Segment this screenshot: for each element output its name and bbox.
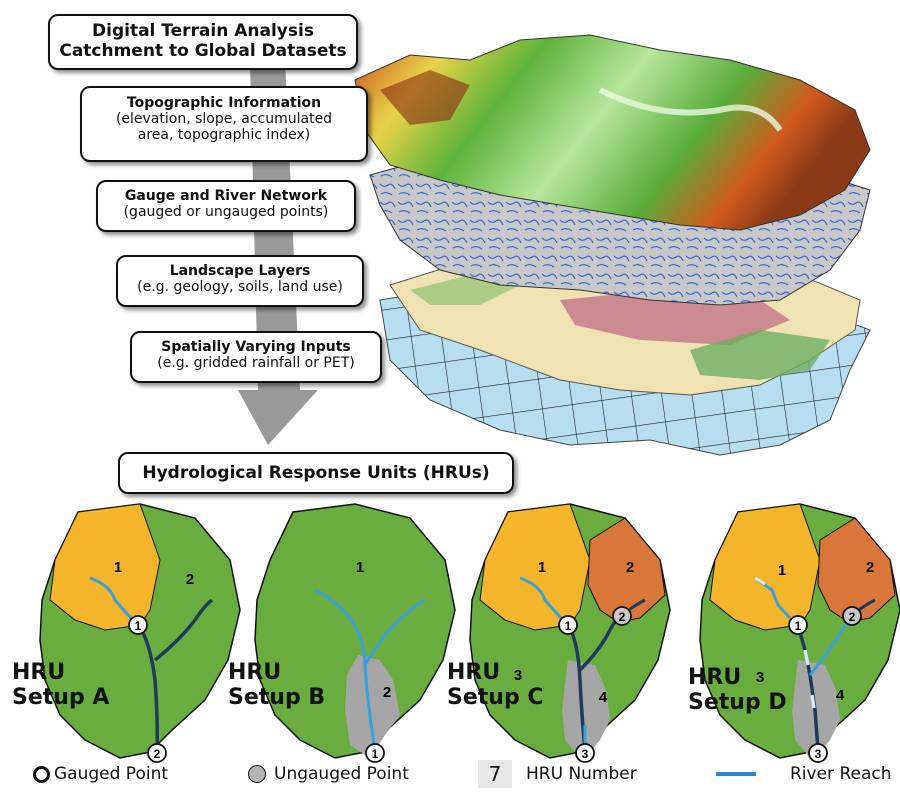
gauged-point <box>558 615 578 635</box>
hru-number: 1 <box>778 562 786 579</box>
river-reach-icon <box>716 772 756 776</box>
setup-label-b: HRU Setup B <box>228 660 325 710</box>
layer-box-spatial-inputs: Spatially Varying Inputs (e.g. gridded r… <box>130 331 382 383</box>
hru-number: 2 <box>186 571 194 588</box>
hru-number: 2 <box>626 559 634 576</box>
hru-number: 2 <box>866 559 874 576</box>
legend-gauged-label: Gauged Point <box>54 764 169 784</box>
setup-d-catchment: 1 2 3 1 2 3 4 <box>699 503 900 763</box>
hru-number: 4 <box>599 689 608 706</box>
legend-hru-number: 7 HRU Number <box>478 760 637 788</box>
setup-a-catchment: 1 2 1 2 <box>39 503 241 763</box>
hru-number: 1 <box>538 559 546 576</box>
header-box: Digital Terrain Analysis Catchment to Gl… <box>48 14 358 70</box>
layer-title: Spatially Varying Inputs <box>161 339 351 355</box>
setup-label-c: HRU Setup C <box>447 660 544 710</box>
hru-number: 4 <box>836 687 845 704</box>
hru-number: 3 <box>514 667 522 684</box>
ungauged-point <box>612 606 632 626</box>
layer-box-gauge-river: Gauge and River Network (gauged or ungau… <box>96 180 356 232</box>
setup-line1: HRU <box>447 660 501 685</box>
point-number: 2 <box>849 610 856 624</box>
gauged-point <box>128 615 148 635</box>
setup-line1: HRU <box>688 665 742 690</box>
hru-title: Hydrological Response Units (HRUs) <box>142 463 490 483</box>
setup-line1: HRU <box>12 660 66 685</box>
setup-line2: Setup A <box>12 685 110 710</box>
terrain-layer-stack <box>238 34 871 456</box>
hru-setups: 1 2 1 2 1 1 2 1 2 3 1 2 3 4 <box>39 503 900 763</box>
gauged-point <box>808 743 828 763</box>
point-number: 1 <box>795 619 802 633</box>
hru-number: 1 <box>356 559 364 576</box>
layer-desc: (e.g. geology, soils, land use) <box>137 279 343 295</box>
point-number: 1 <box>565 619 572 633</box>
header-line2: Catchment to Global Datasets <box>59 41 347 61</box>
layer-desc: (gauged or ungauged points) <box>123 204 329 220</box>
legend-river: River Reach <box>716 764 892 784</box>
point-number: 2 <box>154 747 161 761</box>
hru-number-sample: 7 <box>478 760 512 788</box>
gauged-point <box>147 743 167 763</box>
legend-gauged: Gauged Point <box>33 764 168 784</box>
setup-line1: HRU <box>228 660 282 685</box>
legend-ungauged: Ungauged Point <box>248 764 409 784</box>
point-number: 1 <box>372 747 379 761</box>
ungauged-point <box>842 606 862 626</box>
gauged-point-icon <box>33 765 50 783</box>
layer-desc: (e.g. gridded rainfall or PET) <box>157 355 355 371</box>
setup-line2: Setup B <box>228 685 326 710</box>
setup-label-d: HRU Setup D <box>688 665 787 715</box>
layer-desc: (elevation, slope, accumulated <box>115 111 333 127</box>
setup-line2: Setup D <box>688 690 787 715</box>
layer-title: Landscape Layers <box>169 263 311 279</box>
legend-ungauged-label: Ungauged Point <box>274 764 409 784</box>
layer-desc: area, topographic index) <box>137 127 311 143</box>
gauged-point <box>575 743 595 763</box>
hru-number: 1 <box>114 559 122 576</box>
layer-box-topographic: Topographic Information (elevation, slop… <box>80 86 368 162</box>
gauged-point <box>365 743 385 763</box>
setup-b-catchment: 1 1 2 <box>254 503 456 763</box>
point-number: 2 <box>619 610 626 624</box>
ungauged-point-icon <box>248 765 266 783</box>
point-number: 3 <box>582 747 589 761</box>
legend-river-label: River Reach <box>790 764 892 784</box>
header-line1: Digital Terrain Analysis <box>92 21 314 41</box>
layer-title: Gauge and River Network <box>124 188 328 204</box>
setup-label-a: HRU Setup A <box>12 660 109 710</box>
point-number: 3 <box>815 747 822 761</box>
setup-c-catchment: 1 2 3 1 2 3 4 <box>469 503 671 763</box>
hru-number: 2 <box>383 684 391 701</box>
gauged-point <box>788 615 808 635</box>
setup-line2: Setup C <box>447 685 544 710</box>
hru-title-box: Hydrological Response Units (HRUs) <box>118 452 514 494</box>
point-number: 1 <box>135 619 142 633</box>
hru-number: 3 <box>756 669 764 686</box>
legend-hru-number-label: HRU Number <box>526 764 637 784</box>
layer-title: Topographic Information <box>126 95 322 111</box>
layer-box-landscape: Landscape Layers (e.g. geology, soils, l… <box>116 255 364 307</box>
topographic-layer <box>354 34 871 231</box>
